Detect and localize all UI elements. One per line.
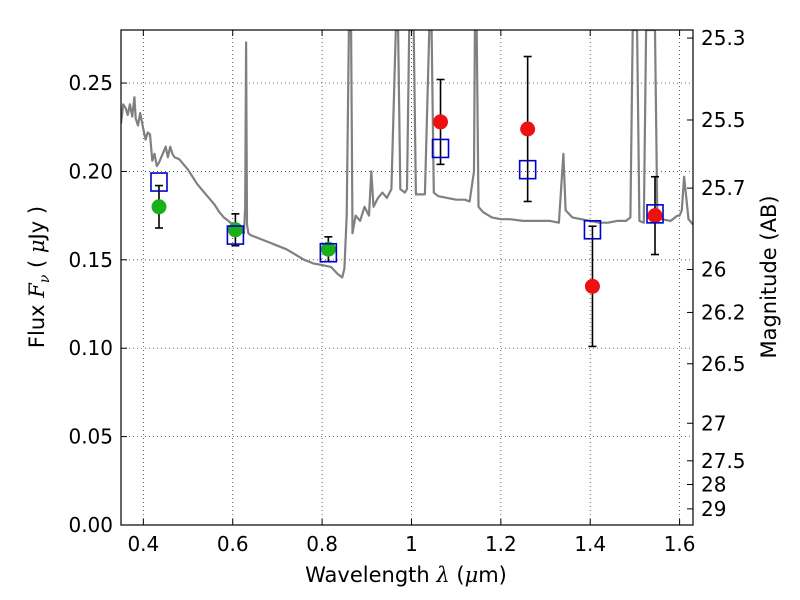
y-tick-label: 0.15 xyxy=(68,248,113,272)
observed-nir-point xyxy=(584,278,600,294)
y2-axis-title: Magnitude (AB) xyxy=(757,195,781,358)
x-axis-title: Wavelength λ (μm) xyxy=(305,563,507,587)
y-axis-paren-open: ( xyxy=(25,253,49,275)
x-axis-title-text: Wavelength xyxy=(305,563,436,587)
observed-optical-point xyxy=(227,222,243,238)
grid-lines xyxy=(121,30,693,526)
x-axis-lambda: λ xyxy=(435,563,449,587)
mag-tick-label: 27 xyxy=(701,411,726,435)
y-tick-label: 0.00 xyxy=(68,513,113,537)
observed-nir-point xyxy=(433,114,449,130)
x-tick-label: 0.6 xyxy=(217,532,249,556)
x-tick-label: 1.4 xyxy=(574,532,606,556)
y-axis-title-text: Flux xyxy=(25,298,49,348)
model-sed-line xyxy=(121,30,693,279)
y-axis-F: F xyxy=(25,282,49,299)
model-sed-layer xyxy=(121,30,693,279)
x-tick-label: 0.8 xyxy=(306,532,338,556)
model-band-square xyxy=(518,159,537,180)
y-tick-label: 0.05 xyxy=(68,425,113,449)
y-tick-label: 0.20 xyxy=(68,159,113,183)
model-band-square xyxy=(226,225,245,245)
observed-nir-point xyxy=(647,208,663,224)
x-axis-mu: μ xyxy=(465,563,479,587)
mag-tick-label: 25.3 xyxy=(701,26,746,50)
x-tick-label: 1 xyxy=(405,532,418,556)
mag-tick-label: 27.5 xyxy=(701,449,746,473)
observed-nir-point xyxy=(520,121,536,137)
y-tick-label: 0.25 xyxy=(68,71,113,95)
model-band-square xyxy=(150,172,168,192)
observed-points-layer xyxy=(151,114,663,294)
x-axis-unit: m) xyxy=(478,563,507,587)
mag-tick-label: 26.5 xyxy=(701,352,746,376)
y-axis-title: Flux Fν ( μJy ) xyxy=(25,206,53,348)
y-axis-mu: μ xyxy=(25,239,49,253)
model-band-square xyxy=(583,219,602,240)
errorbar-layer xyxy=(154,55,660,348)
y-axis-nu: ν xyxy=(37,274,53,283)
mag-tick-label: 29 xyxy=(701,497,726,521)
axis-ticks xyxy=(121,30,693,526)
x-tick-label: 1.6 xyxy=(664,532,696,556)
mag-tick-label: 26.2 xyxy=(701,300,746,324)
mag-tick-label: 25.5 xyxy=(701,108,746,132)
x-tick-label: 0.4 xyxy=(127,532,159,556)
model-band-square xyxy=(319,242,338,263)
observed-optical-point xyxy=(320,241,336,257)
tick-labels: 0.4 0.6 0.8 1 1.2 1.4 1.6 0.00 0.05 0.10 0.15 0.20 0… xyxy=(68,26,745,556)
mag-tick-label: 28 xyxy=(701,472,726,496)
model-band-square xyxy=(431,138,450,159)
x-tick-label: 1.2 xyxy=(485,532,517,556)
mag-tick-label: 26 xyxy=(701,257,726,281)
y-tick-label: 0.10 xyxy=(68,336,113,360)
plot-frame xyxy=(120,29,694,526)
mag-tick-label: 25.7 xyxy=(701,176,746,200)
x-axis-paren-open: ( xyxy=(450,563,465,587)
y-axis-unit: Jy ) xyxy=(25,206,49,242)
observed-optical-point xyxy=(151,199,167,215)
model-band-square xyxy=(646,204,664,224)
model-band-squares-layer xyxy=(150,138,664,263)
